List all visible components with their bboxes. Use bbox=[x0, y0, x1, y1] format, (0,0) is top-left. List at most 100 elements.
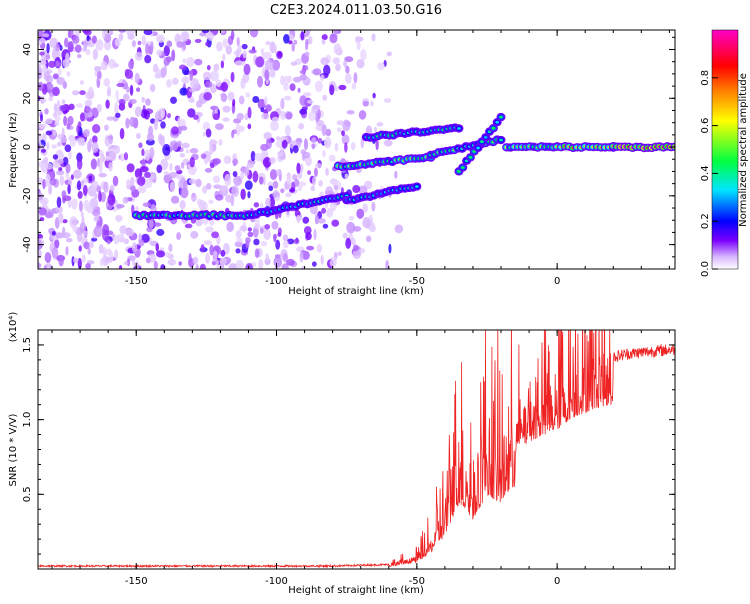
noise-speckle bbox=[272, 192, 280, 198]
noise-speckle bbox=[83, 231, 89, 237]
noise-speckle bbox=[240, 171, 244, 180]
noise-speckle bbox=[207, 32, 214, 41]
noise-speckle bbox=[52, 247, 59, 259]
colorbar-tick-label: 0.2 bbox=[700, 213, 711, 229]
noise-speckle bbox=[231, 72, 235, 82]
noise-speckle bbox=[308, 111, 316, 121]
noise-speckle bbox=[150, 84, 155, 92]
bottom-axes: -150 -100 -50 00.51.01.5 bbox=[22, 330, 675, 587]
noise-speckle bbox=[39, 208, 47, 216]
noise-speckle bbox=[120, 128, 125, 139]
noise-speckle bbox=[263, 132, 271, 140]
noise-speckle bbox=[39, 60, 46, 65]
noise-speckle bbox=[219, 139, 223, 146]
noise-speckle bbox=[307, 100, 314, 104]
noise-speckle bbox=[94, 193, 98, 200]
noise-speckle bbox=[261, 113, 269, 119]
noise-speckle bbox=[130, 117, 136, 127]
noise-speckle bbox=[92, 124, 100, 133]
noise-speckle bbox=[315, 81, 323, 92]
noise-speckle bbox=[277, 51, 282, 57]
noise-speckle bbox=[58, 68, 62, 76]
noise-speckle bbox=[67, 123, 71, 130]
noise-speckle bbox=[172, 78, 179, 85]
noise-speckle bbox=[124, 152, 128, 160]
noise-speckle bbox=[189, 179, 197, 184]
noise-speckle bbox=[107, 240, 111, 245]
noise-speckle bbox=[287, 76, 292, 83]
noise-speckle bbox=[345, 73, 352, 84]
noise-speckle bbox=[182, 143, 190, 149]
noise-speckle bbox=[85, 263, 91, 269]
noise-speckle bbox=[108, 30, 113, 35]
noise-speckle bbox=[259, 176, 264, 184]
noise-speckle bbox=[39, 51, 45, 55]
noise-speckle bbox=[261, 241, 268, 247]
noise-speckle bbox=[147, 133, 154, 141]
noise-speckle bbox=[80, 113, 85, 122]
noise-speckle bbox=[273, 181, 278, 189]
noise-speckle bbox=[104, 257, 111, 264]
noise-speckle bbox=[105, 99, 109, 108]
noise-speckle bbox=[51, 144, 57, 148]
noise-speckle bbox=[306, 232, 312, 240]
noise-speckle bbox=[45, 174, 50, 185]
y-multiplier-label: (x10⁴) bbox=[8, 312, 19, 343]
noise-speckle bbox=[103, 181, 108, 192]
top-y-tick-label: 40 bbox=[22, 43, 33, 56]
noise-speckle bbox=[163, 65, 167, 76]
noise-speckle bbox=[146, 258, 151, 264]
noise-speckle bbox=[313, 68, 322, 75]
signal-core bbox=[461, 166, 465, 169]
noise-speckle bbox=[307, 170, 311, 175]
signal-core bbox=[484, 136, 488, 139]
noise-speckle bbox=[205, 42, 209, 46]
noise-speckle bbox=[94, 66, 101, 72]
noise-speckle bbox=[81, 216, 84, 227]
noise-speckle bbox=[66, 163, 71, 173]
noise-speckle bbox=[231, 185, 239, 197]
noise-speckle bbox=[245, 240, 249, 248]
noise-speckle bbox=[299, 252, 303, 263]
noise-speckle bbox=[180, 126, 187, 131]
signal-core bbox=[495, 121, 499, 124]
noise-speckle bbox=[226, 222, 234, 232]
noise-speckle bbox=[209, 143, 214, 155]
noise-speckle bbox=[280, 98, 284, 110]
noise-speckle bbox=[45, 252, 52, 263]
noise-speckle bbox=[362, 217, 370, 228]
noise-speckle bbox=[260, 144, 268, 151]
noise-speckle bbox=[84, 241, 90, 249]
noise-speckle bbox=[89, 138, 93, 147]
noise-speckle bbox=[65, 53, 69, 63]
noise-speckle bbox=[46, 131, 53, 136]
noise-speckle bbox=[54, 120, 59, 126]
noise-speckle bbox=[208, 200, 213, 204]
noise-speckle bbox=[263, 52, 272, 59]
noise-speckle bbox=[354, 72, 358, 83]
noise-speckle bbox=[346, 222, 355, 234]
noise-speckle bbox=[334, 43, 342, 55]
noise-speckle bbox=[323, 224, 328, 229]
noise-speckle bbox=[384, 98, 391, 103]
noise-speckle bbox=[285, 125, 291, 136]
noise-speckle bbox=[265, 59, 274, 70]
noise-speckle bbox=[44, 108, 48, 114]
noise-speckle bbox=[106, 249, 112, 256]
noise-speckle bbox=[124, 261, 128, 265]
noise-speckle bbox=[156, 250, 165, 257]
noise-speckle bbox=[333, 180, 341, 191]
noise-speckle bbox=[73, 258, 78, 263]
bottom-x-tick-label: -150 bbox=[125, 576, 148, 587]
noise-speckle bbox=[273, 257, 282, 268]
noise-speckle bbox=[156, 49, 162, 56]
noise-speckle bbox=[236, 238, 243, 242]
noise-speckle bbox=[59, 256, 64, 267]
noise-speckle bbox=[171, 126, 179, 135]
noise-speckle bbox=[282, 140, 288, 149]
noise-speckle bbox=[138, 186, 147, 194]
noise-speckle bbox=[55, 116, 61, 122]
noise-speckle bbox=[171, 49, 175, 61]
noise-speckle bbox=[222, 54, 225, 61]
noise-speckle bbox=[216, 42, 223, 52]
